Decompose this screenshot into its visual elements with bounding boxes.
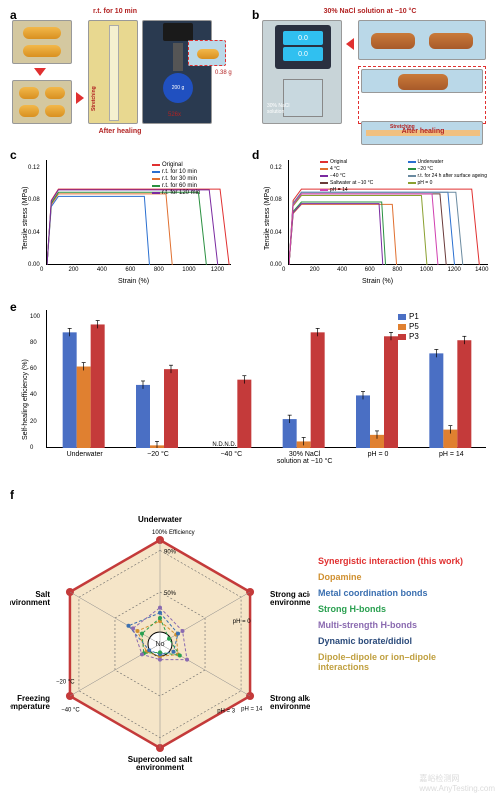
panel-a-photo-ruler: Stretching — [88, 20, 138, 124]
arrow-right-icon — [76, 92, 84, 104]
chart-f-legend: Synergistic interaction (this work)Dopam… — [318, 556, 463, 678]
watermark: 嘉峪检测网 www.AnyTesting.com — [419, 773, 495, 793]
panel-b-photo-frame: Stretching — [358, 66, 486, 124]
chart-c — [46, 160, 231, 265]
svg-text:pH = 3: pH = 3 — [217, 709, 236, 715]
chart-d-legend: OriginalUnderwater4 °C−20 °C−40 °Cr.t. f… — [320, 159, 495, 194]
panel-label-b: b — [252, 8, 259, 22]
svg-text:−40 °C: −40 °C — [61, 708, 80, 714]
watermark-line2: www.AnyTesting.com — [419, 784, 495, 793]
svg-text:50%: 50% — [164, 591, 177, 597]
panel-a-title: r.t. for 10 min — [60, 8, 170, 15]
svg-text:environment: environment — [270, 702, 310, 711]
svg-text:environment: environment — [136, 763, 184, 772]
chart-e-ylabel: Self-healing efficiency (%) — [22, 359, 29, 440]
solution-label: 30% NaCl solution — [267, 103, 290, 115]
display-bottom: 0.0 — [283, 47, 323, 61]
chart-e-legend: P1P5P3 — [398, 312, 419, 342]
stretching-label: Stretching — [91, 86, 97, 111]
svg-text:100% Efficiency: 100% Efficiency — [152, 530, 195, 536]
watermark-line1: 嘉峪检测网 — [419, 773, 495, 784]
chart-e: N.D.N.D. — [46, 310, 486, 448]
svg-text:environment: environment — [270, 598, 310, 607]
chart-c-legend: Originalr.t. for 10 minr.t. for 30 minr.… — [152, 162, 200, 197]
svg-text:pH = 14: pH = 14 — [241, 707, 263, 713]
weight-ball: 200 g — [163, 73, 193, 103]
chart-f-svg: No50%90%100% EfficiencyUnderwaterStrong … — [10, 496, 310, 786]
after-healing-b: After healing — [360, 128, 486, 135]
multiplier-label: 526x — [168, 112, 181, 118]
chart-c-ylabel: Tensile stress (MPa) — [22, 187, 29, 250]
panel-a-inset — [188, 40, 226, 66]
svg-text:−20 °C: −20 °C — [56, 680, 75, 686]
chart-d-xlabel: Strain (%) — [362, 278, 393, 285]
svg-text:environment: environment — [10, 598, 50, 607]
after-healing-a: After healing — [60, 128, 180, 135]
panel-label-d: d — [252, 148, 259, 162]
panel-a-photo-weight: 200 g — [142, 20, 212, 124]
panel-b-title: 30% NaCl solution at −10 °C — [290, 8, 450, 15]
weight-label: 0.38 g — [215, 70, 232, 76]
arrow-down-icon — [34, 68, 46, 76]
display-top: 0.0 — [283, 31, 323, 45]
chart-c-svg — [47, 160, 232, 265]
panel-b-photo-device: 0.0 0.0 30% NaCl solution — [262, 20, 342, 124]
svg-text:Underwater: Underwater — [138, 515, 182, 524]
panel-label-e: e — [10, 300, 17, 314]
panel-b-photo-top — [358, 20, 486, 60]
panel-a-photo-before-top — [12, 20, 72, 64]
svg-text:temperature: temperature — [10, 702, 51, 711]
arrow-left-icon — [346, 38, 354, 50]
chart-e-svg: N.D.N.D. — [47, 310, 487, 448]
svg-text:pH = 0: pH = 0 — [233, 619, 252, 625]
chart-d-ylabel: Tensile stress (MPa) — [264, 187, 271, 250]
svg-text:90%: 90% — [164, 549, 177, 555]
panel-label-c: c — [10, 148, 17, 162]
panel-a-photo-before-bottom — [12, 80, 72, 124]
chart-c-xlabel: Strain (%) — [118, 278, 149, 285]
svg-text:N.D.N.D.: N.D.N.D. — [212, 442, 236, 448]
